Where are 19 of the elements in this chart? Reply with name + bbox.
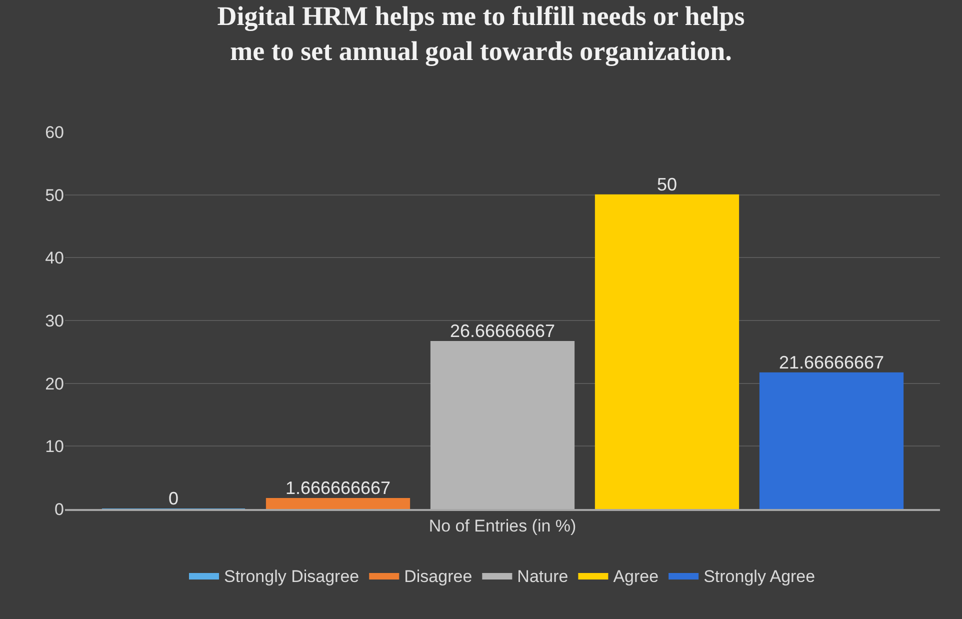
legend-label: Agree [613,567,659,586]
data-label: 26.66666667 [450,320,556,341]
y-tick-label: 30 [45,311,64,330]
data-label: 50 [656,174,678,194]
legend-label: Strongly Agree [704,567,816,586]
y-tick-label: 50 [45,186,64,205]
data-label: 21.66666667 [778,352,884,372]
y-tick-label: 60 [45,122,64,142]
legend-label: Strongly Disagree [224,567,360,586]
data-label: 0 [168,488,179,508]
y-tick-label: 20 [45,374,64,394]
y-tick-label: 0 [54,500,64,519]
chart-title: Digital HRM helps me to fulfill needs or helps me to set annual goal towards organization. [217,0,745,66]
y-tick-label: 10 [45,437,64,456]
x-tick-label: No of Entries (in %) [428,516,576,536]
data-label: 1.666666667 [285,478,391,498]
y-tick-label: 40 [45,248,64,268]
legend-label: Nature [517,567,568,586]
legend-label: Disagree [404,567,472,586]
